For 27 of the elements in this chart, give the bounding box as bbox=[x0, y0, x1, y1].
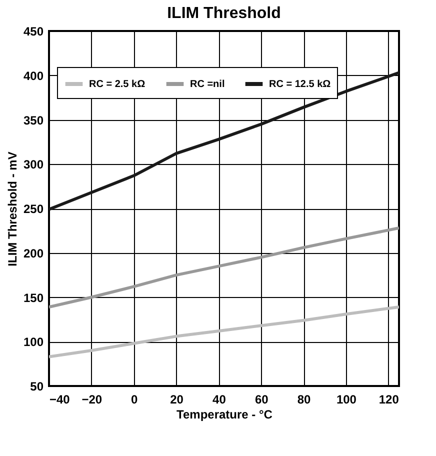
y-tick-label: 400 bbox=[23, 68, 44, 83]
chart-title: ILIM Threshold bbox=[167, 5, 281, 22]
legend-label: RC = 12.5 kΩ bbox=[269, 79, 331, 90]
y-tick-label: 100 bbox=[23, 335, 44, 350]
y-tick-label: 350 bbox=[23, 113, 44, 128]
y-tick-label: 150 bbox=[23, 290, 44, 305]
line-series bbox=[49, 71, 399, 211]
line-series bbox=[49, 226, 399, 309]
x-tick-label: 80 bbox=[297, 392, 312, 406]
y-tick-label: 200 bbox=[23, 246, 44, 260]
x-tick-label: 100 bbox=[336, 392, 357, 406]
y-tick-label: 50 bbox=[30, 380, 44, 394]
x-axis-title: Temperature - °C bbox=[176, 408, 273, 422]
y-tick-label: 250 bbox=[23, 202, 44, 216]
y-tick-label: 450 bbox=[23, 24, 44, 38]
line-series bbox=[49, 306, 399, 358]
y-tick-label: 300 bbox=[23, 158, 44, 172]
legend-label: RC = 2.5 kΩ bbox=[89, 79, 146, 90]
legend-label: RC =nil bbox=[190, 79, 225, 90]
x-tick-label: 0 bbox=[131, 392, 138, 406]
x-tick-label: −40 bbox=[50, 392, 70, 406]
x-tick-label: −20 bbox=[82, 392, 102, 406]
x-tick-label: 120 bbox=[378, 392, 400, 406]
x-tick-label: 40 bbox=[212, 392, 226, 406]
x-tick-label: 20 bbox=[170, 392, 184, 406]
y-axis-title: ILIM Threshold - mV bbox=[5, 152, 20, 266]
x-tick-label: 60 bbox=[254, 392, 269, 406]
